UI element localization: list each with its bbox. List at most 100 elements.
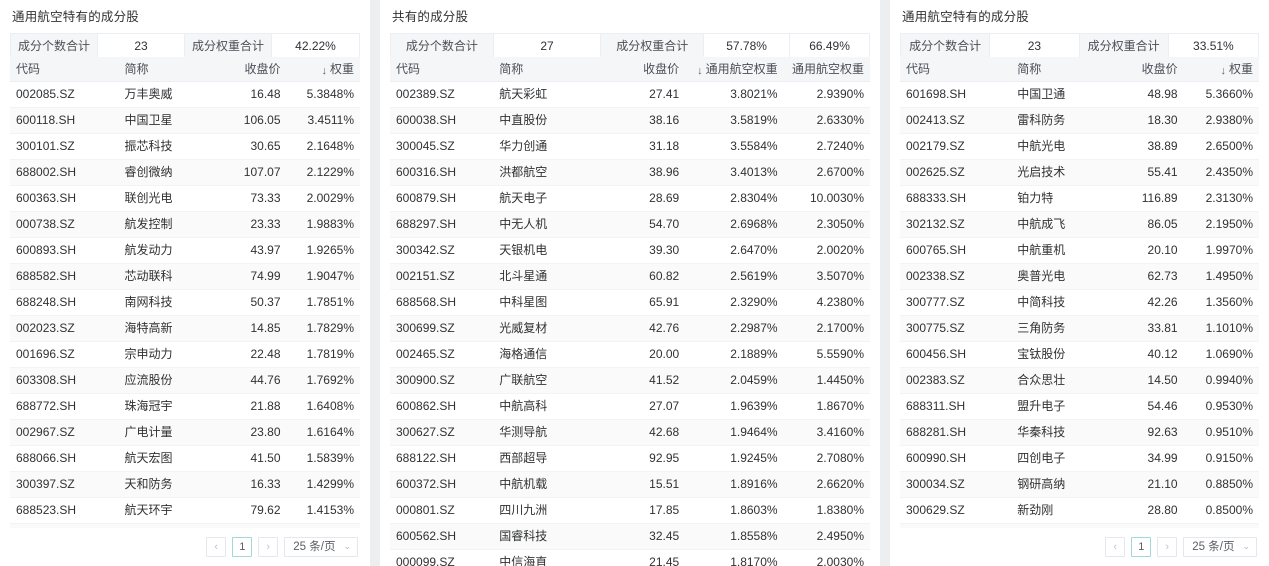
cell-price: 16.33	[213, 471, 287, 498]
col-header-weight[interactable]: ↓ 权重	[1183, 57, 1259, 82]
table-row[interactable]: 300101.SZ 振芯科技 30.65 2.1648%	[10, 133, 360, 160]
table-row[interactable]: 002829.SZ星网宇达32.450.8120%	[900, 523, 1259, 528]
cell-weight: 1.7829%	[286, 315, 360, 342]
table-row[interactable]: 603308.SH 应流股份 44.76 1.7692%	[10, 367, 360, 394]
cell-name: 天银机电	[493, 237, 602, 264]
col-header-weight-1[interactable]: ↓ 通用航空权重	[685, 57, 784, 82]
col-header-weight[interactable]: ↓ 权重	[286, 57, 360, 82]
table-row[interactable]: 600562.SH 国睿科技 32.45 1.8558% 2.4950%	[390, 523, 870, 550]
prev-page-button[interactable]: ‹	[1105, 536, 1126, 557]
cell-price: 27.07	[601, 393, 686, 420]
table-row[interactable]: 688002.SH 睿创微纳 107.07 2.1229%	[10, 159, 360, 186]
col-header-code[interactable]: 代码	[900, 57, 1012, 82]
next-page-button[interactable]: ›	[258, 536, 279, 557]
table-row[interactable]: 600893.SH 航发动力 43.97 1.9265%	[10, 237, 360, 264]
table-row[interactable]: 600879.SH 航天电子 28.69 2.8304% 10.0030%	[390, 185, 870, 212]
table-row[interactable]: 002967.SZ 广电计量 23.80 1.6164%	[10, 419, 360, 446]
col-header-name[interactable]: 简称	[118, 57, 213, 82]
page-number-1[interactable]: 1	[1131, 536, 1152, 557]
table-row[interactable]: 600862.SH 中航高科 27.07 1.9639% 1.8670%	[390, 393, 870, 420]
col-header-price[interactable]: 收盘价	[1108, 57, 1184, 82]
table-row[interactable]: 601698.SH 中国卫通 48.98 5.3660%	[900, 81, 1259, 108]
table-row[interactable]: 688568.SH 中科星图 65.91 2.3290% 4.2380%	[390, 289, 870, 316]
cell-name: 中科星图	[493, 289, 602, 316]
table-row[interactable]: 300342.SZ 天银机电 39.30 2.6470% 2.0020%	[390, 237, 870, 264]
prev-page-button[interactable]: ‹	[206, 536, 227, 557]
table-row[interactable]: 688297.SH 中无人机 54.70 2.6968% 2.3050%	[390, 211, 870, 238]
cell-weight-1: 2.5619%	[685, 263, 784, 290]
cell-weight: 1.7819%	[286, 341, 360, 368]
table-row[interactable]: 600990.SH 四创电子 34.99 0.9150%	[900, 445, 1259, 472]
table-row[interactable]: 688582.SH 芯动联科 74.99 1.9047%	[10, 263, 360, 290]
col-header-weight-2[interactable]: 通用航空权重	[783, 57, 870, 82]
table-row[interactable]: 300900.SZ 广联航空 41.52 2.0459% 1.4450%	[390, 367, 870, 394]
table-row[interactable]: 300397.SZ 天和防务 16.33 1.4299%	[10, 471, 360, 498]
page-number-1[interactable]: 1	[232, 536, 253, 557]
table-row[interactable]: 600316.SH 洪都航空 38.96 3.4013% 2.6700%	[390, 159, 870, 186]
table-row[interactable]: 300777.SZ 中简科技 42.26 1.3560%	[900, 289, 1259, 316]
cell-price: 65.91	[601, 289, 686, 316]
page-size-select[interactable]: 25 条/页 ⌄	[284, 536, 358, 557]
table-row[interactable]: 600118.SH 中国卫星 106.05 3.4511%	[10, 107, 360, 134]
table-row[interactable]: 600038.SH 中直股份 38.16 3.5819% 2.6330%	[390, 107, 870, 134]
cell-weight-1: 3.5819%	[685, 107, 784, 134]
cell-name: 铂力特	[1011, 185, 1109, 212]
table-row[interactable]: 600765.SH 中航重机 20.10 1.9970%	[900, 237, 1259, 264]
col-header-name[interactable]: 简称	[493, 57, 602, 82]
table-scroll-area[interactable]: 代码 简称 收盘价 ↓ 通用航空权重 通用航空权重 002389.SZ 航天彩虹 27…	[390, 57, 870, 566]
table-row[interactable]: 600372.SH 中航机载 15.51 1.8916% 2.6620%	[390, 471, 870, 498]
table-row[interactable]: 000738.SZ 航发控制 23.33 1.9883%	[10, 211, 360, 238]
col-header-price[interactable]: 收盘价	[601, 57, 686, 82]
constituents-table: 代码 简称 收盘价 ↓ 权重 601698.SH 中国卫通 48.98 5.3660% 0…	[900, 57, 1259, 528]
table-row[interactable]: 300034.SZ 钢研高纳 21.10 0.8850%	[900, 471, 1259, 498]
cell-name: 振芯科技	[118, 133, 213, 160]
table-row[interactable]: 688066.SH 航天宏图 41.50 1.5839%	[10, 445, 360, 472]
table-row[interactable]: 002389.SZ 航天彩虹 27.41 3.8021% 2.9390%	[390, 81, 870, 108]
cell-code: 002625.SZ	[900, 159, 1012, 186]
table-row[interactable]: 002465.SZ 海格通信 20.00 2.1889% 5.5590%	[390, 341, 870, 368]
col-header-name[interactable]: 简称	[1011, 57, 1109, 82]
table-row[interactable]: 300699.SZ 光威复材 42.76 2.2987% 2.1700%	[390, 315, 870, 342]
table-row[interactable]: 600456.SH 宝钛股份 40.12 1.0690%	[900, 341, 1259, 368]
table-row[interactable]: 300775.SZ 三角防务 33.81 1.1010%	[900, 315, 1259, 342]
cell-name: 航天电子	[493, 185, 602, 212]
table-row[interactable]: 002413.SZ 雷科防务 18.30 2.9380%	[900, 107, 1259, 134]
table-scroll-area[interactable]: 代码 简称 收盘价 ↓ 权重 601698.SH 中国卫通 48.98 5.3660% 0…	[900, 57, 1259, 528]
cell-price: 92.63	[1108, 419, 1184, 446]
cell-price: 38.96	[601, 159, 686, 186]
col-header-code[interactable]: 代码	[390, 57, 494, 82]
table-row[interactable]: 002338.SZ 奥普光电 62.73 1.4950%	[900, 263, 1259, 290]
table-row[interactable]: 002383.SZ 合众思壮 14.50 0.9940%	[900, 367, 1259, 394]
cell-name: 中直股份	[493, 107, 602, 134]
table-row[interactable]: 688122.SH 西部超导 92.95 1.9245% 2.7080%	[390, 445, 870, 472]
col-header-price[interactable]: 收盘价	[213, 57, 287, 82]
table-row[interactable]: 002085.SZ 万丰奥威 16.48 5.3848%	[10, 81, 360, 108]
table-row[interactable]: 688523.SH 航天环宇 79.62 1.4153%	[10, 497, 360, 524]
cell-weight-2: 3.4160%	[783, 419, 870, 446]
table-row[interactable]: 302132.SZ 中航成飞 86.05 2.1950%	[900, 211, 1259, 238]
table-row[interactable]: 000801.SZ 四川九洲 17.85 1.8603% 1.8380%	[390, 497, 870, 524]
table-row[interactable]: 688333.SH 铂力特 116.89 2.3130%	[900, 185, 1259, 212]
cell-weight-1: 2.3290%	[685, 289, 784, 316]
table-row[interactable]: 600363.SH 联创光电 73.33 2.0029%	[10, 185, 360, 212]
table-row[interactable]: 688772.SH 珠海冠宇 21.88 1.6408%	[10, 393, 360, 420]
table-row[interactable]: 688311.SH 盟升电子 54.46 0.9530%	[900, 393, 1259, 420]
table-row[interactable]: 001696.SZ 宗申动力 22.48 1.7819%	[10, 341, 360, 368]
table-row[interactable]: 688281.SH 华秦科技 92.63 0.9510%	[900, 419, 1259, 446]
table-body: 601698.SH 中国卫通 48.98 5.3660% 002413.SZ 雷科防务 18…	[900, 81, 1259, 528]
next-page-button[interactable]: ›	[1157, 536, 1178, 557]
table-row[interactable]: 688248.SH 南网科技 50.37 1.7851%	[10, 289, 360, 316]
table-row[interactable]: 300045.SZ 华力创通 31.18 3.5584% 2.7240%	[390, 133, 870, 160]
table-row[interactable]: 300627.SZ 华测导航 42.68 1.9464% 3.4160%	[390, 419, 870, 446]
table-row[interactable]: 002179.SZ 中航光电 38.89 2.6500%	[900, 133, 1259, 160]
table-row[interactable]: 002023.SZ 海特高新 14.85 1.7829%	[10, 315, 360, 342]
table-row[interactable]: 002151.SZ 北斗星通 60.82 2.5619% 3.5070%	[390, 263, 870, 290]
col-header-code[interactable]: 代码	[10, 57, 119, 82]
table-row[interactable]: 300284.SZ苏交科8.131.3866%	[10, 523, 360, 528]
table-row[interactable]: 300629.SZ 新劲刚 28.80 0.8500%	[900, 497, 1259, 524]
page-size-select[interactable]: 25 条/页 ⌄	[1183, 536, 1257, 557]
table-row[interactable]: 000099.SZ 中信海直 21.45 1.8170% 2.0030%	[390, 549, 870, 566]
table-scroll-area[interactable]: 代码 简称 收盘价 ↓ 权重 002085.SZ 万丰奥威 16.48 5.3848% 6…	[10, 57, 360, 528]
cell-price: 21.10	[1108, 471, 1184, 498]
table-row[interactable]: 002625.SZ 光启技术 55.41 2.4350%	[900, 159, 1259, 186]
